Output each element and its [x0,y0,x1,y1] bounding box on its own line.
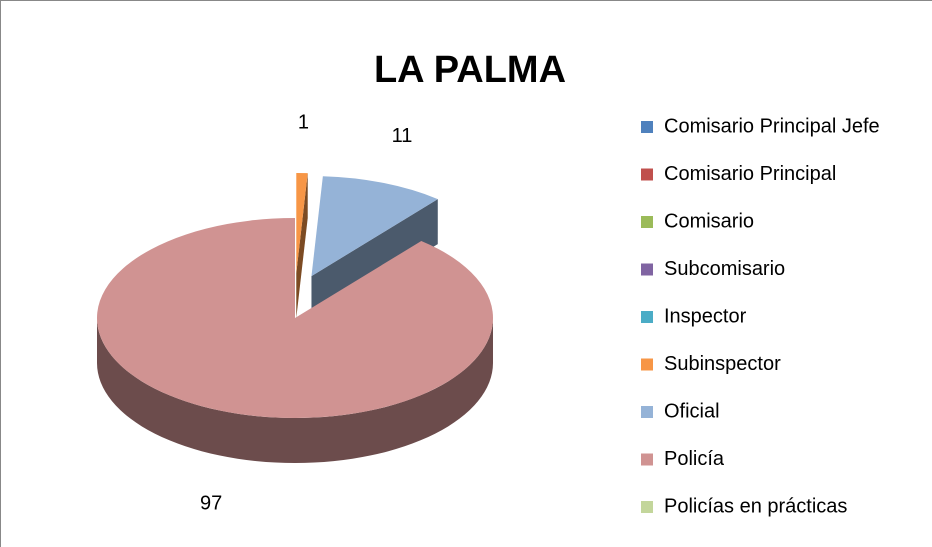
legend-swatch [641,216,653,228]
legend-swatch [641,311,653,323]
legend-swatch [641,453,653,466]
legend-label: Inspector [664,305,747,327]
legend-label: Comisario [664,210,754,232]
legend-label: Subcomisario [664,258,785,280]
legend-swatch [641,358,653,371]
legend-label: Comisario Principal [664,163,836,185]
legend-swatch [641,263,653,276]
legend-label: Comisario Principal Jefe [664,115,880,137]
legend-label: Policías en prácticas [664,495,847,517]
legend-label: Policía [664,448,725,470]
slice-top [296,173,308,274]
slice [97,218,494,463]
chart-title: LA PALMA [374,49,566,91]
legend-swatch [641,168,653,181]
legend-label: Oficial [664,400,720,422]
legend-swatch [641,121,653,133]
legend-swatch [641,501,653,513]
slice [296,173,308,319]
slice-side [97,318,493,463]
data-label: 97 [200,492,222,514]
legend-label: Subinspector [664,353,781,375]
data-label: 1 [298,111,309,133]
data-label: 11 [392,125,413,147]
slice-face [296,173,308,319]
slice-top [97,218,494,419]
slice-top [311,176,438,277]
legend-swatch [641,406,653,418]
